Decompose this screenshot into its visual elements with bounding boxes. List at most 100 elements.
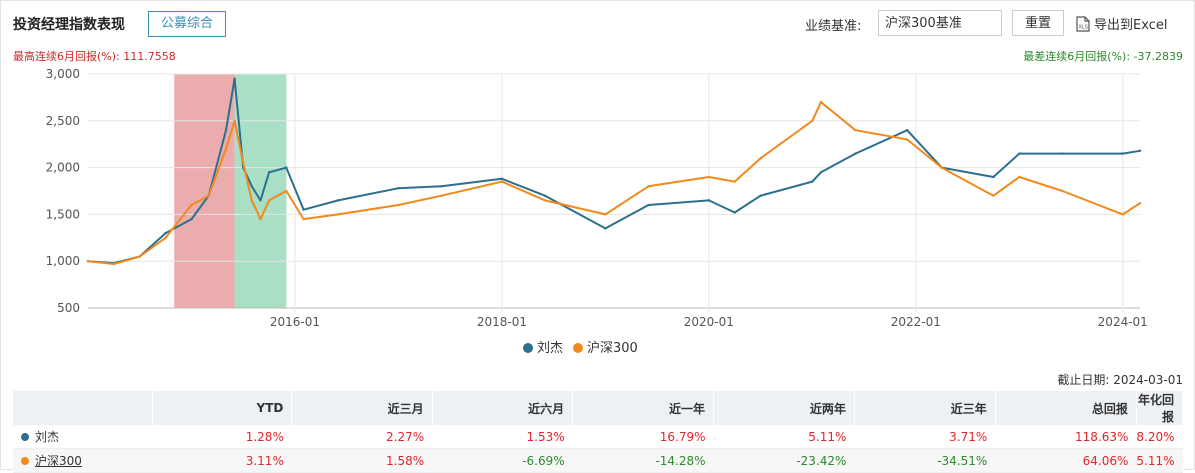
y-tick-label: 2,000 (46, 161, 80, 175)
best-6m-return: 最高连续6月回报(%): 111.7558 (13, 48, 176, 64)
col-header-1y: 近一年 (572, 391, 715, 425)
data-point (233, 77, 236, 80)
x-tick-label: 2022-01 (891, 315, 941, 329)
fund-category-button[interactable]: 公募综合 (148, 11, 227, 37)
x-tick-label: 2016-01 (270, 315, 320, 329)
table-cell: 16.79% (572, 425, 714, 449)
data-point (604, 227, 607, 230)
as-of-date: 截止日期: 2024-03-01 (1057, 373, 1183, 387)
legend-marker (523, 343, 533, 353)
y-tick-label: 3,000 (46, 67, 80, 81)
col-header-2y: 近两年 (713, 391, 855, 425)
benchmark-label: 业绩基准: (805, 19, 862, 34)
data-point (733, 180, 736, 183)
data-point (190, 217, 193, 221)
x-tick-label: 2020-01 (684, 315, 734, 329)
svg-text:XLS: XLS (1079, 25, 1088, 31)
data-point (1138, 201, 1142, 205)
data-point (811, 119, 814, 122)
data-point (543, 194, 547, 197)
worst-6m-highlight-band (234, 74, 287, 308)
header-bar: 投资经理指数表现 公募综合 业绩基准: 沪深300基准 重置 XLS 导出到Ex… (10, 10, 1185, 38)
data-point (259, 199, 262, 202)
x-tick-label: 2024-01 (1098, 315, 1148, 329)
data-point (190, 203, 193, 207)
data-point (397, 203, 400, 207)
table-cell: 1.28% (152, 425, 292, 449)
legend-label: 刘杰 (537, 341, 563, 356)
series-line-manager (87, 77, 1141, 265)
table-cell: 1.53% (432, 425, 573, 449)
page-title: 投资经理指数表现 (13, 17, 125, 33)
data-point (302, 217, 305, 221)
data-point (207, 194, 210, 197)
data-point (397, 186, 400, 190)
data-point (1121, 152, 1124, 155)
data-point (759, 157, 762, 160)
data-point (164, 236, 167, 239)
data-point (164, 231, 167, 235)
data-point (707, 199, 711, 202)
row-name[interactable]: 沪深300 (35, 454, 82, 468)
benchmark-select[interactable]: 沪深300基准 (878, 10, 1002, 36)
data-point (259, 217, 262, 221)
data-point (854, 128, 857, 132)
data-point (224, 147, 228, 151)
data-point (440, 185, 443, 188)
data-point (250, 199, 254, 202)
table-cell: -23.42% (713, 448, 855, 473)
data-point (500, 177, 504, 181)
data-point (992, 175, 995, 179)
data-point (1138, 149, 1142, 152)
data-point (336, 213, 340, 216)
table-cell: 3.71% (854, 425, 996, 449)
worst-6m-value: -37.2839 (1133, 50, 1183, 63)
y-tick-label: 1,500 (46, 207, 80, 221)
data-point (285, 189, 288, 193)
y-tick-label: 2,500 (46, 114, 80, 128)
data-point (242, 161, 245, 165)
data-point (647, 203, 650, 207)
table-cell: 2.27% (291, 425, 433, 449)
export-excel-button[interactable]: XLS 导出到Excel (1076, 14, 1167, 33)
series-dot-icon (21, 433, 29, 441)
performance-table: YTD 近三月 近六月 近一年 近两年 近三年 总回报 年化回报 刘杰 1.28%… (13, 391, 1184, 473)
data-point (647, 185, 650, 188)
x-tick-label: 2018-01 (477, 315, 527, 329)
table-cell: -34.51% (854, 448, 996, 473)
data-point (992, 194, 995, 197)
y-tick-label: 1,000 (46, 254, 80, 268)
table-row: 刘杰 1.28% 2.27% 1.53% 16.79% 5.11% 3.71% 118.63%… (13, 425, 1183, 449)
data-point (604, 213, 607, 216)
table-cell: 5.11% (713, 425, 855, 449)
table-row: 沪深300 3.11% 1.58% -6.69% -14.28% -23.42% -34.5… (13, 448, 1183, 473)
reset-button[interactable]: 重置 (1012, 10, 1064, 36)
legend-label: 沪深300 (587, 340, 638, 356)
worst-6m-return: 最差连续6月回报(%): -37.2839 (1023, 48, 1183, 64)
data-point (819, 100, 823, 104)
data-point (336, 199, 340, 202)
data-point (440, 194, 443, 197)
col-header-3y: 近三年 (854, 391, 996, 425)
col-header-3m: 近三月 (291, 391, 433, 425)
data-point (733, 211, 736, 214)
best-6m-highlight-band (174, 74, 235, 308)
data-point (500, 180, 504, 183)
worst-6m-label: 最差连续6月回报(%): (1023, 50, 1131, 63)
table-cell: -14.28% (572, 448, 714, 473)
index-performance-chart: 3,000 2,500 2,000 1,500 1,000 500 2016-01 2018-… (46, 67, 1148, 356)
data-point (1121, 213, 1124, 216)
col-header-annual: 年化回报 (1136, 391, 1184, 425)
table-cell: 3.11% (152, 448, 292, 473)
data-point (86, 260, 90, 263)
data-point (138, 255, 141, 258)
col-header-6m: 近六月 (432, 391, 574, 425)
data-point (759, 194, 762, 197)
table-cell: -6.69% (432, 448, 573, 473)
row-name: 刘杰 (35, 430, 60, 444)
row-name-cell[interactable]: 沪深300 (13, 448, 153, 473)
data-point (267, 199, 271, 202)
data-point (543, 199, 547, 202)
data-point (819, 171, 823, 174)
data-point (250, 185, 254, 188)
